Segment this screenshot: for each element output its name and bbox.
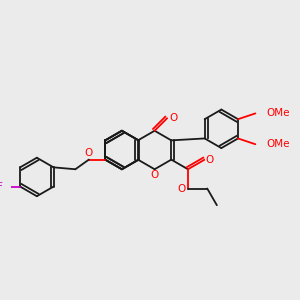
Text: O: O [177, 184, 185, 194]
Text: OMe: OMe [266, 139, 290, 149]
Text: O: O [205, 154, 214, 165]
Text: O: O [170, 113, 178, 123]
Text: OMe: OMe [266, 108, 290, 118]
Text: O: O [151, 170, 159, 180]
Text: F: F [0, 182, 3, 192]
Text: O: O [85, 148, 93, 158]
